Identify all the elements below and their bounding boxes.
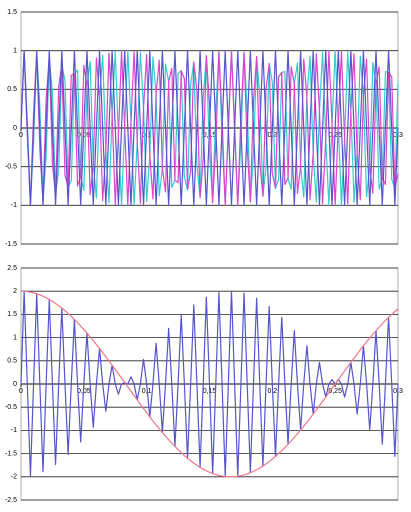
x-tick-label: 0,25 bbox=[328, 388, 342, 395]
series-line bbox=[20, 50, 399, 206]
y-tick-label: 2 bbox=[13, 288, 17, 295]
y-tick-label: 0 bbox=[13, 125, 17, 132]
x-tick-label: 0,1 bbox=[142, 388, 152, 395]
y-tick-label: -1 bbox=[11, 427, 17, 434]
y-tick-label: 1 bbox=[13, 334, 17, 341]
series-line bbox=[20, 290, 399, 478]
x-tick-label: 0 bbox=[19, 388, 23, 395]
y-tick-label: 1.5 bbox=[7, 311, 17, 318]
y-tick-label: -0.5 bbox=[5, 164, 17, 171]
y-tick-label: 1.5 bbox=[7, 9, 17, 16]
y-tick-label: -1.5 bbox=[5, 450, 17, 457]
y-tick-label: 1 bbox=[13, 48, 17, 55]
y-tick-label: 0.5 bbox=[7, 86, 17, 93]
x-tick-label: 0 bbox=[19, 132, 23, 139]
y-tick-label: -0.5 bbox=[5, 404, 17, 411]
y-tick-label: 0 bbox=[13, 381, 17, 388]
y-tick-label: 0.5 bbox=[7, 358, 17, 365]
series-line bbox=[20, 50, 399, 206]
series-line bbox=[20, 50, 399, 206]
y-tick-label: -2.5 bbox=[5, 497, 17, 504]
y-tick-label: -2 bbox=[11, 474, 17, 481]
y-tick-label: -1 bbox=[11, 202, 17, 209]
y-tick-label: 2.5 bbox=[7, 265, 17, 272]
y-tick-label: -1.5 bbox=[5, 241, 17, 248]
